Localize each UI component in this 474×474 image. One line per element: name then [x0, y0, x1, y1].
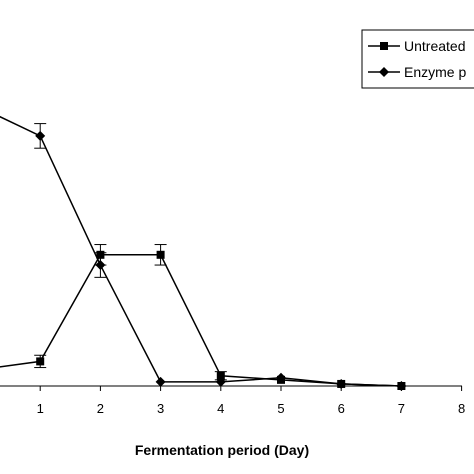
- series-untreated: [0, 244, 406, 390]
- x-tick-label: 1: [37, 401, 44, 416]
- series-line: [0, 115, 402, 387]
- legend-marker-square: [380, 42, 388, 50]
- legend-box: [361, 29, 474, 89]
- data-point: [216, 371, 225, 380]
- series-enzyme: [0, 115, 407, 391]
- legend-label-enzyme: Enzyme p: [404, 64, 466, 80]
- series-line: [0, 254, 402, 387]
- x-tick-label: 3: [157, 401, 164, 416]
- x-tick-label: 5: [277, 401, 284, 416]
- data-point: [35, 130, 46, 141]
- x-tick-label: 7: [398, 401, 405, 416]
- legend-marker-diamond: [379, 67, 389, 77]
- data-point: [36, 357, 45, 366]
- series-layer: [0, 115, 407, 391]
- data-point: [396, 381, 407, 391]
- legend: Untreated Enzyme p: [361, 29, 474, 89]
- x-tick-label: 6: [338, 401, 345, 416]
- data-point: [276, 372, 286, 383]
- x-tick-label: 2: [97, 401, 104, 416]
- legend-label-untreated: Untreated: [404, 38, 465, 54]
- x-tick-label: 4: [217, 401, 224, 416]
- data-point: [156, 250, 165, 259]
- x-tick-label: 8: [458, 401, 465, 416]
- data-point: [215, 376, 226, 387]
- x-axis-title: Fermentation period (Day): [135, 442, 309, 458]
- data-point: [95, 260, 106, 271]
- data-point: [336, 378, 347, 389]
- data-point: [155, 376, 166, 387]
